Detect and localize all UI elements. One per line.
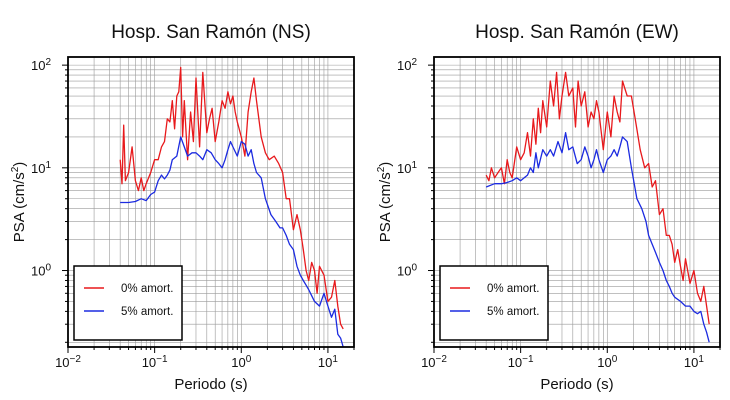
y-tick-base: 10 [397,161,411,176]
y-tick-base: 10 [31,264,45,279]
y-axis-label: PSA (cm/s2) [10,162,28,243]
x-tick-label: 10−2 [55,354,81,370]
y-tick-base: 10 [397,58,411,73]
legend-label: 0% amort. [487,283,539,295]
y-tick-exponent: 0 [45,263,51,274]
y-axis-label-tail: ) [11,162,28,167]
axis-ticks [62,64,355,353]
x-tick-exponent: 0 [612,354,618,365]
x-tick-exponent: −1 [156,354,168,365]
y-axis-label-superscript: 2 [10,166,21,172]
plot-frame [433,56,721,348]
legend-box [73,265,183,341]
grid-lines [433,57,721,347]
x-tick-label: 101 [684,354,704,370]
x-tick-exponent: 1 [332,354,338,365]
legend: 0% amort. 5% amort. [439,265,549,341]
y-tick-label: 101 [397,160,417,176]
x-tick-label: 10−2 [421,354,447,370]
y-tick-exponent: 1 [45,160,51,171]
x-tick-base: 10 [318,355,332,370]
x-tick-base: 10 [684,355,698,370]
y-tick-label: 100 [31,263,51,279]
x-axis-label: Periodo (s) [174,376,247,393]
y-axis-label-main: PSA (cm/s [377,172,394,242]
legend-label: 0% amort. [121,283,173,295]
axis-ticks [428,64,721,353]
x-tick-exponent: 0 [246,354,252,365]
y-tick-base: 10 [31,161,45,176]
x-tick-base: 10 [55,355,69,370]
legend: 0% amort. 5% amort. [73,265,183,341]
y-axis-label-main: PSA (cm/s [11,172,28,242]
x-tick-label: 10−1 [508,354,534,370]
y-tick-label: 101 [31,160,51,176]
y-tick-exponent: 0 [411,263,417,274]
x-tick-exponent: 1 [698,354,704,365]
y-axis-label: PSA (cm/s2) [376,162,394,243]
x-tick-base: 10 [508,355,522,370]
x-tick-label: 10−1 [142,354,168,370]
x-tick-exponent: −2 [436,354,448,365]
x-tick-exponent: −2 [70,354,82,365]
y-tick-label: 100 [397,263,417,279]
series-line-damped [485,132,710,343]
chart-title: Hosp. San Ramón (EW) [475,22,679,43]
y-tick-exponent: 2 [45,57,51,68]
x-tick-exponent: −1 [522,354,534,365]
legend-label: 5% amort. [121,306,173,318]
series-line-damped [120,136,344,348]
y-tick-exponent: 2 [411,57,417,68]
x-tick-base: 10 [597,355,611,370]
series-line-undamped [485,71,710,325]
x-tick-label: 100 [597,354,617,370]
x-tick-base: 10 [142,355,156,370]
legend-box [439,265,549,341]
y-tick-label: 102 [397,57,417,73]
x-tick-label: 101 [318,354,338,370]
y-tick-label: 102 [31,57,51,73]
chart-title: Hosp. San Ramón (NS) [111,22,311,43]
y-tick-base: 10 [31,58,45,73]
plot-frame [67,56,355,348]
x-tick-base: 10 [421,355,435,370]
x-tick-label: 100 [231,354,251,370]
series-line-undamped [119,66,344,330]
y-axis-label-tail: ) [377,162,394,167]
y-tick-exponent: 1 [411,160,417,171]
y-axis-label-superscript: 2 [376,166,387,172]
x-tick-base: 10 [231,355,245,370]
y-tick-base: 10 [397,264,411,279]
legend-label: 5% amort. [487,306,539,318]
x-axis-label: Periodo (s) [540,376,613,393]
